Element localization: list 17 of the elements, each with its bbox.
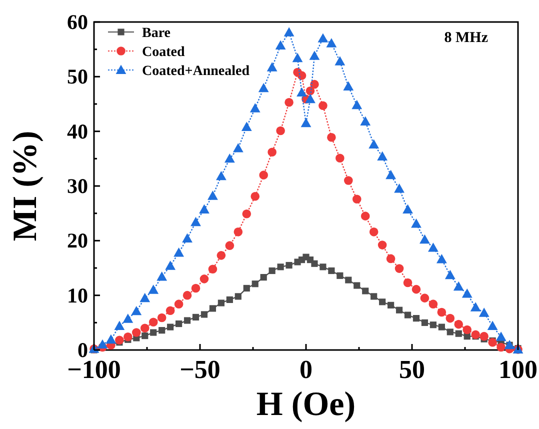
y-tick-label: 40: [67, 119, 88, 144]
legend-label: Coated+Annealed: [142, 64, 250, 79]
y-tick-label: 0: [78, 338, 88, 362]
x-tick-label: 50: [399, 355, 425, 384]
legend-label: Coated: [142, 45, 185, 60]
x-tick-label: 0: [300, 355, 312, 384]
annotation: 8 MHz: [444, 30, 488, 46]
x-tick-label: 100: [498, 355, 538, 384]
legend-label: Bare: [142, 26, 171, 41]
y-tick-label: 30: [67, 174, 88, 198]
y-tick-label: 50: [67, 64, 88, 89]
y-tick-label: 10: [67, 283, 88, 308]
x-tick-label: −50: [180, 355, 220, 384]
y-axis-title: MI (%): [7, 130, 44, 242]
y-tick-label: 20: [67, 228, 88, 253]
y-tick-label: 60: [67, 10, 88, 34]
x-axis-title: H (Oe): [256, 386, 356, 423]
